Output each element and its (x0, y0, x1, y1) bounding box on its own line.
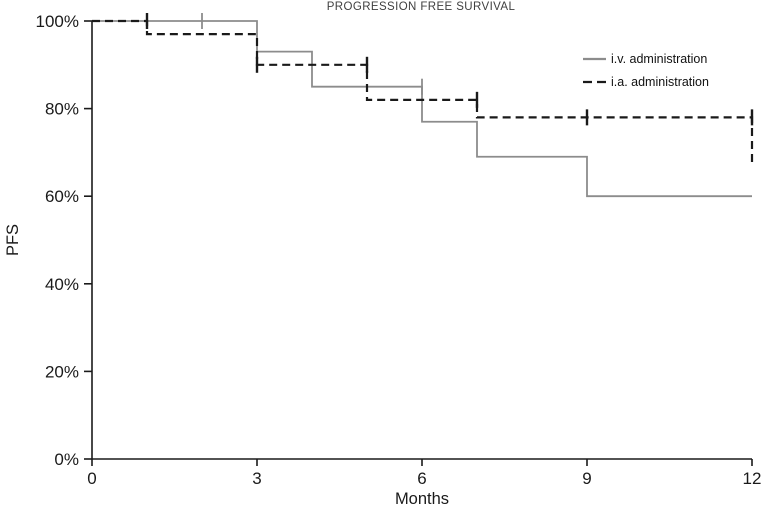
y-tick-label: 0% (54, 450, 79, 469)
y-tick-label: 80% (45, 100, 79, 119)
x-tick-label: 12 (743, 469, 761, 488)
x-tick-label: 6 (417, 469, 426, 488)
legend: i.v. administration i.a. administration (583, 52, 709, 89)
x-tick-label: 9 (582, 469, 591, 488)
y-tick-label: 20% (45, 362, 79, 381)
x-tick-label: 3 (252, 469, 261, 488)
series-curves (92, 13, 754, 198)
chart-title: PROGRESSION FREE SURVIVAL (327, 1, 516, 13)
legend-label-iv: i.v. administration (611, 52, 707, 66)
y-tick-label: 100% (36, 12, 79, 31)
x-tick-label: 0 (87, 469, 96, 488)
y-axis-title: PFS (4, 224, 22, 256)
x-axis-title: Months (395, 490, 449, 508)
legend-label-ia: i.a. administration (611, 75, 709, 89)
y-tick-label: 60% (45, 187, 79, 206)
axes: 0% 20% 40% 60% 80% 100% 0 3 6 9 12 (36, 12, 761, 488)
y-tick-label: 40% (45, 275, 79, 294)
series-curve-solid (92, 20, 752, 198)
